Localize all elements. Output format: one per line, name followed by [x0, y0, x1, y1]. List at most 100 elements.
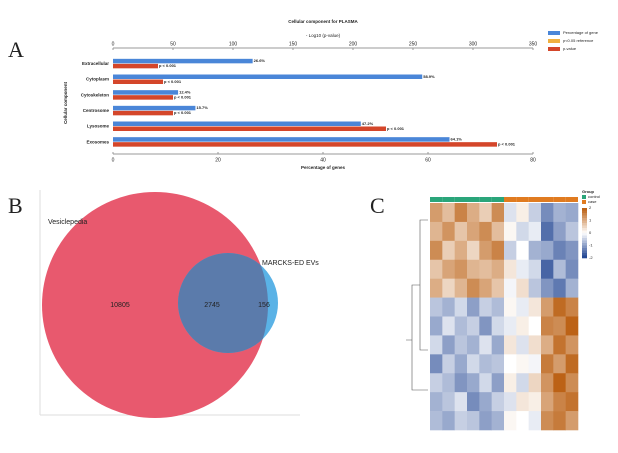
- group-bar: [528, 197, 541, 202]
- heat-cell: [504, 373, 517, 393]
- group-bar: [454, 197, 467, 202]
- heat-cell: [528, 411, 542, 431]
- heat-cell: [565, 411, 579, 431]
- heat-cell: [516, 411, 529, 431]
- colorbar-step: [582, 250, 587, 254]
- heat-cell: [504, 316, 517, 336]
- heat-cell: [541, 354, 554, 374]
- x-tick-label: 80: [530, 157, 536, 163]
- dendrogram: [406, 219, 428, 391]
- heat-cell: [454, 354, 468, 374]
- colorbar-step: [582, 255, 587, 259]
- colorbar-step: [582, 243, 587, 246]
- heat-cell: [479, 316, 492, 336]
- colorbar-step: [582, 213, 587, 216]
- heat-cell: [479, 354, 492, 374]
- legend-label: p<0.05 reference: [563, 38, 594, 43]
- data-label: 58.9%: [423, 74, 435, 79]
- heat-cell: [541, 316, 554, 336]
- legend-swatch: [548, 31, 560, 35]
- set-circle: [42, 192, 268, 418]
- heat-cell: [528, 221, 542, 242]
- colorbar-step: [582, 240, 587, 244]
- legend-title: Group: [582, 189, 595, 194]
- heat-cell: [479, 411, 492, 431]
- colorbar-label: -2: [589, 255, 593, 260]
- heat-cell: [553, 221, 566, 242]
- bar: [113, 105, 196, 111]
- heat-cell: [565, 354, 579, 374]
- heat-cell: [541, 203, 554, 223]
- heat-cell: [442, 203, 455, 223]
- heat-cell: [528, 335, 542, 355]
- heat-cell: [430, 335, 443, 355]
- data-label: p < 0.001: [387, 126, 405, 131]
- x2-tick-label: 0: [112, 41, 115, 47]
- heat-cell: [504, 278, 517, 298]
- colorbar-label: 2: [589, 205, 592, 210]
- heat-cell: [504, 259, 517, 279]
- heat-cell: [565, 392, 579, 412]
- heat-cell: [467, 203, 480, 223]
- x-tick-label: 0: [112, 157, 115, 163]
- heat-cell: [541, 373, 554, 393]
- panel-label: C: [370, 193, 385, 218]
- heat-cell: [553, 335, 566, 355]
- heat-cell: [491, 203, 505, 223]
- heat-cell: [491, 297, 505, 317]
- colorbar-step: [582, 225, 587, 229]
- heat-cell: [467, 411, 480, 431]
- heat-cell: [491, 278, 505, 298]
- heat-cell: [565, 335, 579, 355]
- panel-label: B: [8, 193, 23, 218]
- colorbar-step: [582, 223, 587, 226]
- legend-label: p-value: [563, 46, 577, 51]
- heat-cell: [516, 240, 529, 261]
- heat-cell: [430, 259, 443, 279]
- heat-cell: [541, 221, 554, 242]
- heat-cell: [430, 278, 443, 298]
- heat-cell: [491, 221, 505, 242]
- heat-cell: [516, 297, 529, 317]
- x2-axis-title: - Log10 (p-value): [306, 33, 341, 38]
- heat-cell: [553, 297, 566, 317]
- heat-cell: [516, 278, 529, 298]
- heat-cell: [565, 240, 579, 261]
- heat-cell: [541, 392, 554, 412]
- heat-cell: [553, 240, 566, 261]
- count-label: 10805: [110, 302, 130, 309]
- heat-cell: [553, 316, 566, 336]
- heat-cell: [467, 373, 480, 393]
- data-label: 64.1%: [451, 137, 463, 142]
- colorbar-step: [582, 215, 587, 219]
- heat-cell: [430, 411, 443, 431]
- data-label: p < 0.001: [164, 79, 182, 84]
- group-bar: [516, 197, 529, 202]
- x2-tick-label: 150: [289, 41, 298, 47]
- y-tick-label: Cytoskeleton: [81, 92, 110, 97]
- heat-cell: [479, 221, 492, 242]
- heat-cell: [516, 335, 529, 355]
- group-bar: [430, 197, 443, 202]
- heat-cell: [430, 221, 443, 242]
- heat-cell: [479, 335, 492, 355]
- heat-cell: [491, 316, 505, 336]
- heat-cell: [504, 221, 517, 242]
- heat-cell: [467, 297, 480, 317]
- heat-cell: [479, 297, 492, 317]
- colorbar-step: [582, 230, 587, 234]
- heat-cell: [504, 297, 517, 317]
- y-axis-title: Cellular component: [63, 82, 68, 125]
- heat-cell: [553, 203, 566, 223]
- heat-cell: [467, 392, 480, 412]
- heat-cell: [442, 316, 455, 336]
- data-label: p < 0.001: [174, 95, 192, 100]
- legend-label: control: [588, 194, 600, 199]
- heat-cell: [454, 316, 468, 336]
- heat-cell: [541, 278, 554, 298]
- heat-cell: [442, 335, 455, 355]
- heat-cell: [454, 297, 468, 317]
- heat-cell: [442, 392, 455, 412]
- heat-cell: [454, 221, 468, 242]
- heat-cell: [467, 240, 480, 261]
